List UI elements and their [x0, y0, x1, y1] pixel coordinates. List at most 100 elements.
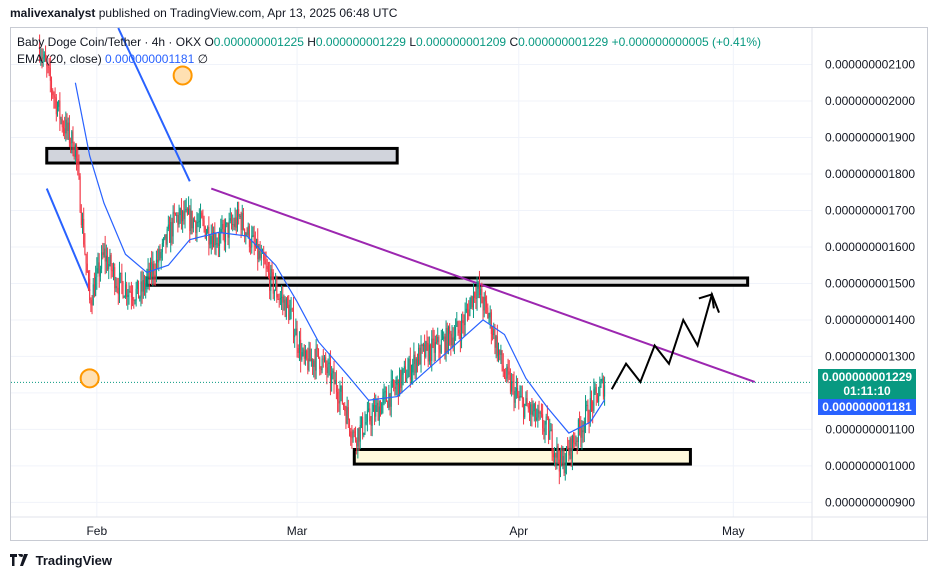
candle-body: [366, 410, 368, 423]
candle-body: [173, 212, 175, 214]
candle-body: [409, 358, 411, 380]
candle-body: [446, 328, 448, 352]
y-tick-label: 0.000000001400: [825, 313, 915, 327]
candle-body: [288, 304, 290, 320]
candle-body: [453, 336, 455, 347]
candle-body: [550, 429, 552, 431]
candle-body: [43, 54, 45, 58]
candle-body: [463, 322, 465, 326]
candle-body: [58, 100, 60, 107]
candle-body: [396, 379, 398, 385]
candle-body: [223, 229, 225, 243]
candle-body: [287, 298, 289, 305]
y-axis: 0.000000002100 0.000000002000 0.0000000019…: [811, 28, 915, 540]
candle-body: [234, 217, 236, 227]
candle-body: [105, 255, 107, 262]
candle-body: [518, 395, 520, 399]
candle-body: [166, 228, 168, 245]
tradingview-logo-icon: [10, 554, 28, 566]
candle-body: [530, 404, 532, 415]
candle-body: [42, 57, 44, 59]
y-tick-label: 0.000000001900: [825, 130, 915, 144]
candle-body: [160, 251, 162, 259]
candle-body: [221, 223, 223, 230]
candle-body: [434, 342, 436, 353]
candle-body: [114, 267, 116, 289]
candle-body: [555, 452, 557, 458]
candle-body: [220, 229, 222, 234]
candle-body: [495, 336, 497, 348]
candle-body: [197, 222, 199, 224]
candle-body: [543, 428, 545, 432]
candle-body: [477, 283, 479, 289]
candle-body: [176, 215, 178, 217]
candle-body: [408, 358, 410, 370]
candle-body: [509, 374, 511, 392]
candle-body: [159, 249, 161, 259]
candle-body: [542, 414, 544, 429]
candle-body: [422, 344, 424, 347]
candle-body: [390, 380, 392, 407]
candle-body: [421, 344, 423, 347]
candle-body: [433, 338, 435, 353]
candle-body: [574, 442, 576, 445]
candle-body: [527, 406, 529, 409]
candle-body: [113, 267, 115, 271]
candle-body: [128, 290, 130, 295]
y-tick-label: 0.000000001100: [825, 422, 915, 436]
candle-body: [133, 299, 135, 302]
candle-body: [130, 292, 132, 298]
candle-body: [84, 244, 86, 254]
candle-body: [304, 350, 306, 359]
tradingview-footer[interactable]: TradingView: [10, 553, 112, 568]
candle-body: [241, 213, 243, 230]
candle-body: [351, 437, 353, 439]
candle-body: [511, 381, 513, 392]
candle-body: [222, 223, 224, 230]
candle-body: [552, 453, 554, 458]
chart-frame[interactable]: [10, 27, 928, 541]
candle-body: [581, 430, 583, 438]
candle-body: [59, 100, 61, 120]
candle-body: [501, 350, 503, 366]
candle-body: [529, 408, 531, 415]
candle-body: [93, 284, 95, 296]
ema-label[interactable]: EMA (20, close): [17, 52, 102, 66]
candle-body: [569, 438, 571, 456]
candle-body: [540, 412, 542, 415]
candle-body: [502, 365, 504, 372]
candle-body: [391, 379, 393, 381]
candle-body: [146, 276, 148, 284]
candle-body: [281, 296, 283, 298]
candle-body: [539, 412, 541, 414]
candle-body: [64, 128, 66, 134]
x-tick-label: Feb: [86, 524, 107, 538]
symbol-label[interactable]: Baby Doge Coin/Tether · 4h · OKX: [17, 35, 202, 49]
candle-body: [111, 270, 113, 272]
candle-body: [318, 348, 320, 358]
candle-body: [380, 406, 382, 415]
candle-body: [420, 344, 422, 365]
candle-body: [154, 275, 156, 277]
candle-body: [339, 391, 341, 404]
candle-body: [400, 370, 402, 389]
candle-body: [517, 388, 519, 396]
candle-body: [227, 222, 229, 238]
candle-body: [329, 362, 331, 384]
candle-body: [267, 269, 269, 273]
candle-body: [96, 268, 98, 278]
candle-body: [127, 294, 129, 298]
candle-body: [172, 212, 174, 237]
candle-body: [467, 308, 469, 310]
candle-body: [600, 381, 602, 386]
candle-body: [368, 408, 370, 411]
x-axis: Feb Mar Apr May: [11, 516, 927, 538]
candle-body: [412, 364, 414, 373]
candle-body: [178, 215, 180, 225]
candle-body: [123, 296, 125, 298]
candle-body: [363, 432, 365, 436]
candle-body: [208, 226, 210, 245]
candle-body: [103, 248, 105, 256]
publisher-name[interactable]: malivexanalyst: [10, 6, 96, 20]
